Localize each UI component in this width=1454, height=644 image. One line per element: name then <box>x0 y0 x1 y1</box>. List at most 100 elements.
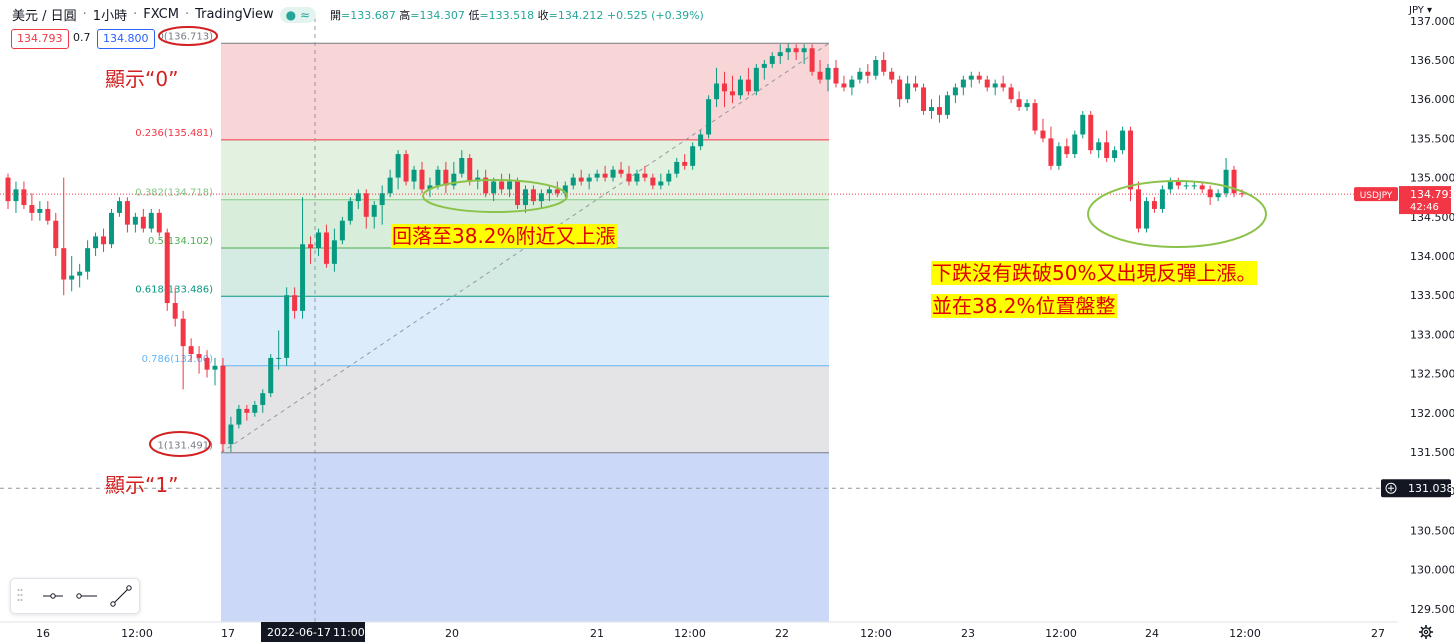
candle <box>562 181 568 198</box>
candle <box>602 165 608 182</box>
candle-body <box>61 248 67 280</box>
horizontal-line-icon <box>76 593 97 599</box>
time-tick: 22 <box>775 627 789 640</box>
candle <box>1112 146 1118 162</box>
candle <box>499 173 505 194</box>
candle-body <box>252 404 258 413</box>
candle <box>1016 91 1022 111</box>
market-status-icon[interactable]: ● ≈ <box>279 6 316 23</box>
candle <box>252 401 258 417</box>
candle <box>395 150 401 190</box>
candle <box>315 228 321 256</box>
candle <box>1128 126 1134 202</box>
candle-body <box>690 146 696 166</box>
candle <box>427 177 433 198</box>
price-axis[interactable] <box>1398 0 1454 644</box>
candle-body <box>618 169 624 174</box>
candle-body <box>562 185 568 194</box>
candle <box>722 71 728 108</box>
candle-body <box>499 181 505 190</box>
candle <box>347 197 353 225</box>
highlight-ellipse-consolidation <box>1087 180 1267 248</box>
candle-body <box>29 205 35 213</box>
candle <box>698 130 704 151</box>
drag-handle-icon[interactable] <box>17 588 23 604</box>
candle <box>546 185 552 202</box>
candle-body <box>722 83 728 92</box>
candle <box>674 158 680 178</box>
candle-body <box>37 208 43 213</box>
candle-body <box>45 208 51 221</box>
price-tick: 136.500 <box>1410 54 1454 67</box>
candle-body <box>666 173 672 182</box>
candle-body <box>1032 103 1038 131</box>
candle-body <box>1239 193 1245 195</box>
candle <box>491 177 497 202</box>
candle-body <box>419 169 425 190</box>
candle <box>268 354 274 398</box>
candle-body <box>331 240 337 264</box>
candle-body <box>77 271 83 276</box>
candle <box>849 75 855 96</box>
fib-trend-line[interactable] <box>220 42 830 454</box>
spread-value: 0.7 <box>73 31 91 44</box>
candle-body <box>204 357 210 370</box>
candle <box>1120 126 1126 155</box>
candle-body <box>976 75 982 80</box>
horizontal-ray-icon <box>43 593 63 599</box>
candle <box>53 212 59 256</box>
candle-body <box>881 60 887 72</box>
sell-button[interactable]: 134.793 <box>11 29 69 49</box>
candle <box>960 75 966 96</box>
candle <box>236 404 242 429</box>
candle <box>443 161 449 194</box>
horizontal-line-button[interactable] <box>73 583 101 609</box>
candle-body <box>1088 114 1094 151</box>
candle-body <box>411 169 417 182</box>
ohlc-legend: 開=133.687 高=134.307 低=133.518 收=134.212 … <box>330 9 704 22</box>
gear-icon[interactable] <box>1418 624 1434 640</box>
candle-body <box>960 79 966 88</box>
candle <box>85 240 91 280</box>
candle-body <box>706 99 712 135</box>
candle <box>841 75 847 92</box>
candle-body <box>1231 169 1237 194</box>
time-tick: 17 <box>221 627 235 640</box>
close-value: 134.212 <box>557 9 604 22</box>
highlight-ellipse-one <box>149 431 211 457</box>
candle <box>785 43 791 60</box>
candle <box>777 44 783 64</box>
candle <box>1064 138 1070 158</box>
candle <box>889 67 895 84</box>
candle-body <box>1151 201 1157 209</box>
price-tick: 137.000 <box>1410 15 1454 28</box>
fib-zone <box>221 43 829 140</box>
time-tick: 12:00 <box>674 627 706 640</box>
candle <box>188 338 194 362</box>
high-value: 134.307 <box>419 9 465 22</box>
candle-body <box>626 173 632 182</box>
candle-body <box>849 79 855 88</box>
symbol-name[interactable]: 美元 / 日圓 <box>12 9 77 24</box>
trend-line-button[interactable] <box>107 583 135 609</box>
currency-label: JPY ▾ <box>1408 5 1432 16</box>
plus-circle-icon[interactable] <box>1385 482 1397 494</box>
horizontal-ray-button[interactable] <box>39 583 67 609</box>
candle <box>140 208 146 233</box>
candle <box>881 52 887 76</box>
candle <box>1191 181 1197 190</box>
candle-body <box>1056 146 1062 166</box>
interval-label[interactable]: 1小時 <box>92 9 128 24</box>
broker-label: FXCM <box>143 7 179 22</box>
price-tick: 133.500 <box>1410 289 1454 302</box>
candle-body <box>220 365 226 445</box>
crosshair-time-badge <box>261 622 365 642</box>
candle-body <box>156 212 162 233</box>
candle <box>793 44 799 60</box>
candle-body <box>85 248 91 272</box>
candle <box>292 287 298 319</box>
price-tick: 131.500 <box>1410 446 1454 459</box>
buy-button[interactable]: 134.800 <box>97 29 155 49</box>
